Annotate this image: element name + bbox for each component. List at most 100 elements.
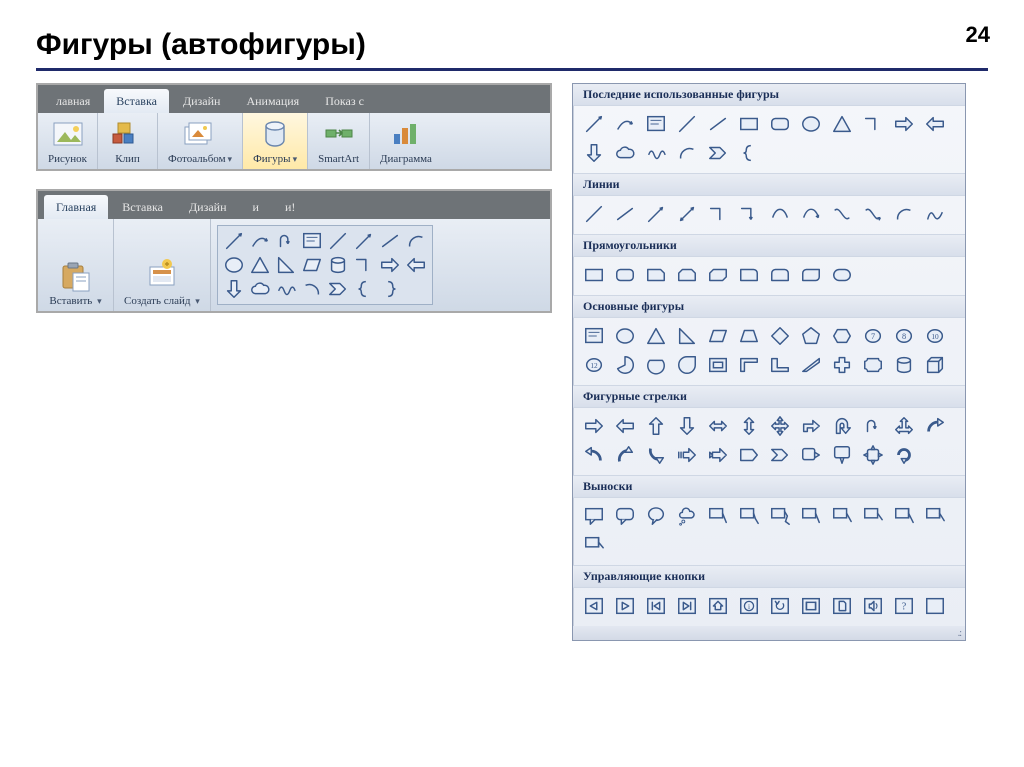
shape-circular[interactable] xyxy=(891,443,917,467)
shape-btn-movie[interactable] xyxy=(798,594,824,618)
shape-squiggle[interactable] xyxy=(274,278,298,300)
shape-arc[interactable] xyxy=(891,202,917,226)
shape-snip1[interactable] xyxy=(643,263,669,287)
shape-darrow[interactable] xyxy=(581,141,607,165)
shape-border-callout3[interactable] xyxy=(860,504,886,528)
shape-rtriangle[interactable] xyxy=(274,254,298,276)
shape-pentagon-r[interactable] xyxy=(736,443,762,467)
shape-elbow-arrow[interactable] xyxy=(736,202,762,226)
shape-rcurve[interactable] xyxy=(612,112,638,136)
tab-1[interactable]: Вставка xyxy=(104,89,169,113)
shape-roundrect[interactable] xyxy=(612,263,638,287)
tab-4[interactable]: Показ с xyxy=(313,89,376,113)
shape-arrow-both[interactable] xyxy=(674,202,700,226)
shape-darrow[interactable] xyxy=(674,414,700,438)
shape-btn-fwd[interactable] xyxy=(612,594,638,618)
shape-cylinder[interactable] xyxy=(326,254,350,276)
shape-squiggle[interactable] xyxy=(643,141,669,165)
shape-btn-info[interactable]: i xyxy=(736,594,762,618)
shape-callout-r[interactable] xyxy=(798,443,824,467)
shape-line[interactable] xyxy=(326,230,350,252)
shape-rarrow[interactable] xyxy=(378,254,402,276)
shape-lr-arrow[interactable] xyxy=(705,414,731,438)
shape-larrow[interactable] xyxy=(922,112,948,136)
shape-textbox[interactable] xyxy=(581,324,607,348)
tab-2[interactable]: Дизайн xyxy=(171,89,233,113)
shape-snip2[interactable] xyxy=(674,263,700,287)
shape-curved-r[interactable] xyxy=(922,414,948,438)
shape-s-curve[interactable] xyxy=(829,202,855,226)
shape-rarrow[interactable] xyxy=(581,414,607,438)
shape-textbox[interactable] xyxy=(300,230,324,252)
shape-rect-callout[interactable] xyxy=(581,504,607,528)
shape-n7[interactable]: 7 xyxy=(860,324,886,348)
shape-free[interactable] xyxy=(922,202,948,226)
shape-uturn[interactable] xyxy=(274,230,298,252)
shape-quad-arrow[interactable] xyxy=(767,414,793,438)
shape-triangle[interactable] xyxy=(643,324,669,348)
shape-bent-u[interactable] xyxy=(829,414,855,438)
shape-chevron[interactable] xyxy=(705,141,731,165)
shape-line[interactable] xyxy=(581,202,607,226)
shape-btn-back[interactable] xyxy=(581,594,607,618)
shape-round-diag[interactable] xyxy=(798,263,824,287)
ribbon-button-shapes[interactable]: Фигуры▾ xyxy=(243,113,308,169)
shape-n8[interactable]: 8 xyxy=(891,324,917,348)
shape-curve[interactable] xyxy=(767,202,793,226)
shape-lbrace[interactable] xyxy=(736,141,762,165)
shape-blank[interactable] xyxy=(404,278,428,300)
shape-plaque[interactable] xyxy=(860,353,886,377)
shape-snip-diag[interactable] xyxy=(705,263,731,287)
shape-l-shape[interactable] xyxy=(767,353,793,377)
shape-striped-r[interactable] xyxy=(674,443,700,467)
resize-grip[interactable]: .: xyxy=(573,626,965,640)
shape-btn-home[interactable] xyxy=(705,594,731,618)
shape-btn-doc[interactable] xyxy=(829,594,855,618)
tab-1[interactable]: Вставка xyxy=(110,195,175,219)
shape-triangle[interactable] xyxy=(248,254,272,276)
shape-larrow[interactable] xyxy=(612,414,638,438)
shape-line-callout3[interactable] xyxy=(767,504,793,528)
shape-line2[interactable] xyxy=(612,202,638,226)
shape-pentagon[interactable] xyxy=(798,324,824,348)
shape-elbow[interactable] xyxy=(860,112,886,136)
shape-parallelogram[interactable] xyxy=(300,254,324,276)
shape-darrow[interactable] xyxy=(222,278,246,300)
tab-2[interactable]: Дизайн xyxy=(177,195,239,219)
shape-frame[interactable] xyxy=(705,353,731,377)
shape-cloud-callout[interactable] xyxy=(674,504,700,528)
shape-border-callout1[interactable] xyxy=(798,504,824,528)
shape-arc2[interactable] xyxy=(300,278,324,300)
ribbon-button-newslide[interactable]: Создать слайд ▾ xyxy=(114,219,211,311)
shape-callout-d[interactable] xyxy=(829,443,855,467)
shape-accent-callout1[interactable] xyxy=(891,504,917,528)
shape-rarrow[interactable] xyxy=(891,112,917,136)
shape-hexagon[interactable] xyxy=(829,324,855,348)
tab-0[interactable]: лавная xyxy=(44,89,102,113)
shape-pie[interactable] xyxy=(612,353,638,377)
shape-plus[interactable] xyxy=(829,353,855,377)
shape-arrow-ne[interactable] xyxy=(643,202,669,226)
shape-line2[interactable] xyxy=(705,112,731,136)
shape-diag-stripe[interactable] xyxy=(798,353,824,377)
shape-rbrace[interactable] xyxy=(378,278,402,300)
ribbon-button-album[interactable]: Фотоальбом▾ xyxy=(158,113,243,169)
shape-ellipse[interactable] xyxy=(798,112,824,136)
shape-larrow[interactable] xyxy=(404,254,428,276)
shape-roundrect2[interactable] xyxy=(829,263,855,287)
shape-uturn[interactable] xyxy=(860,414,886,438)
shape-ellipse[interactable] xyxy=(612,324,638,348)
shape-line-callout2[interactable] xyxy=(736,504,762,528)
shape-chord[interactable] xyxy=(643,353,669,377)
shape-btn-help[interactable]: ? xyxy=(891,594,917,618)
shape-arc[interactable] xyxy=(674,141,700,165)
ribbon-button-clip[interactable]: Клип xyxy=(98,113,158,169)
ribbon-button-smartart[interactable]: SmartArt xyxy=(308,113,370,169)
shape-rtriangle[interactable] xyxy=(674,324,700,348)
shape-elbow[interactable] xyxy=(705,202,731,226)
shape-callout-quad[interactable] xyxy=(860,443,886,467)
shape-ellipse[interactable] xyxy=(222,254,246,276)
shape-elbow[interactable] xyxy=(352,254,376,276)
shape-s-arrow[interactable] xyxy=(860,202,886,226)
shape-chevron[interactable] xyxy=(326,278,350,300)
